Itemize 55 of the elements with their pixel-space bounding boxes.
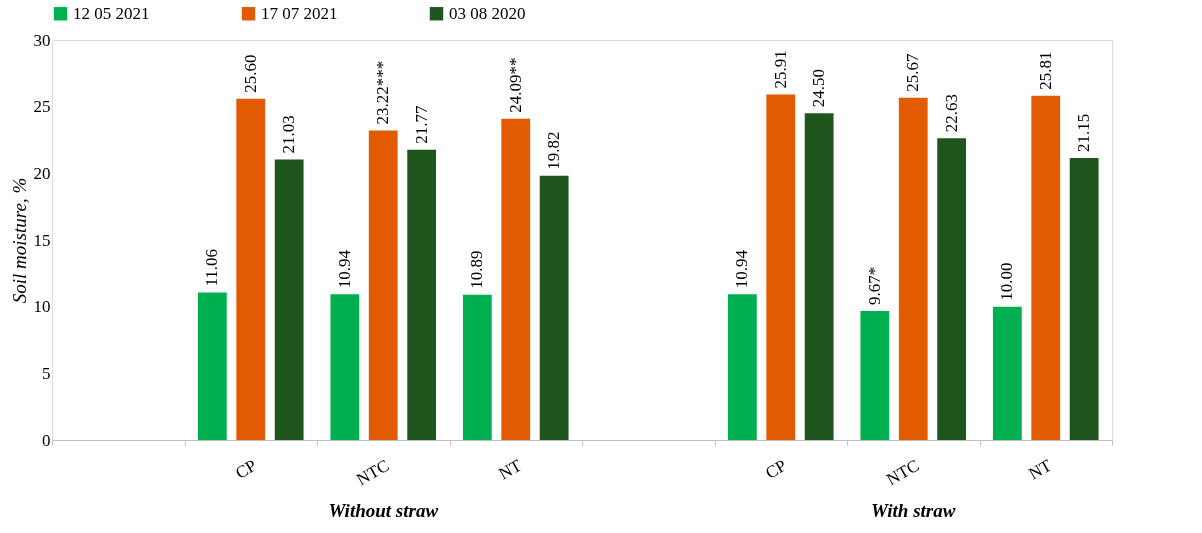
- bar: [1031, 95, 1061, 440]
- data-label: 11.06: [202, 248, 222, 287]
- bar: [330, 294, 360, 440]
- y-tick-label: 25: [33, 97, 51, 117]
- y-tick-label: 30: [33, 30, 51, 50]
- bar: [727, 294, 757, 440]
- data-label: 25.60: [240, 54, 260, 93]
- data-label: 22.63: [941, 94, 961, 133]
- y-tick-label: 15: [33, 230, 51, 250]
- y-tick-label: 5: [42, 363, 51, 383]
- data-label: 21.15: [1074, 113, 1094, 152]
- y-tick-label: 20: [33, 163, 51, 183]
- legend-label: 03 08 2020: [449, 3, 526, 23]
- y-tick-label: 10: [33, 297, 51, 317]
- bar: [1069, 158, 1099, 440]
- data-label: 10.94: [732, 249, 752, 289]
- legend-label: 12 05 2021: [73, 3, 150, 23]
- data-label: 10.94: [334, 249, 354, 289]
- bar: [368, 130, 398, 440]
- y-tick-label: 0: [42, 430, 51, 450]
- x-tick-label: NT: [495, 455, 526, 484]
- data-label: 24.50: [809, 69, 829, 108]
- bar: [274, 159, 304, 440]
- data-label: 25.91: [770, 50, 790, 89]
- bar: [236, 98, 266, 440]
- y-axis-title: Soil moisture, %: [8, 177, 30, 304]
- x-tick-label: CP: [232, 455, 260, 483]
- data-label: 24.09**: [505, 57, 525, 113]
- bar: [804, 113, 834, 440]
- data-label: 21.03: [279, 115, 299, 154]
- bar: [898, 97, 928, 440]
- data-label: 10.89: [467, 250, 487, 289]
- data-label: 10.00: [997, 262, 1017, 301]
- data-label: 25.81: [1035, 51, 1055, 90]
- text: With straw: [871, 500, 956, 521]
- data-label: 25.67: [903, 52, 923, 92]
- bar: [860, 311, 890, 440]
- x-tick-label: NT: [1025, 455, 1056, 484]
- bar: [197, 292, 227, 440]
- data-label: 19.82: [544, 131, 564, 170]
- bar: [462, 294, 492, 440]
- bar: [937, 138, 967, 440]
- data-label: 23.22***: [373, 60, 393, 125]
- x-tick-label: NTC: [353, 455, 393, 490]
- x-tick-label: NTC: [883, 455, 923, 490]
- bar: [501, 118, 531, 440]
- data-label: 9.67*: [864, 266, 884, 306]
- bar: [407, 149, 437, 440]
- legend-label: 17 07 2021: [261, 3, 338, 23]
- bar: [992, 306, 1022, 440]
- text: Without straw: [328, 500, 439, 521]
- bar: [766, 94, 796, 440]
- x-tick-label: CP: [762, 455, 790, 483]
- bar: [539, 175, 569, 440]
- data-label: 21.77: [411, 104, 431, 144]
